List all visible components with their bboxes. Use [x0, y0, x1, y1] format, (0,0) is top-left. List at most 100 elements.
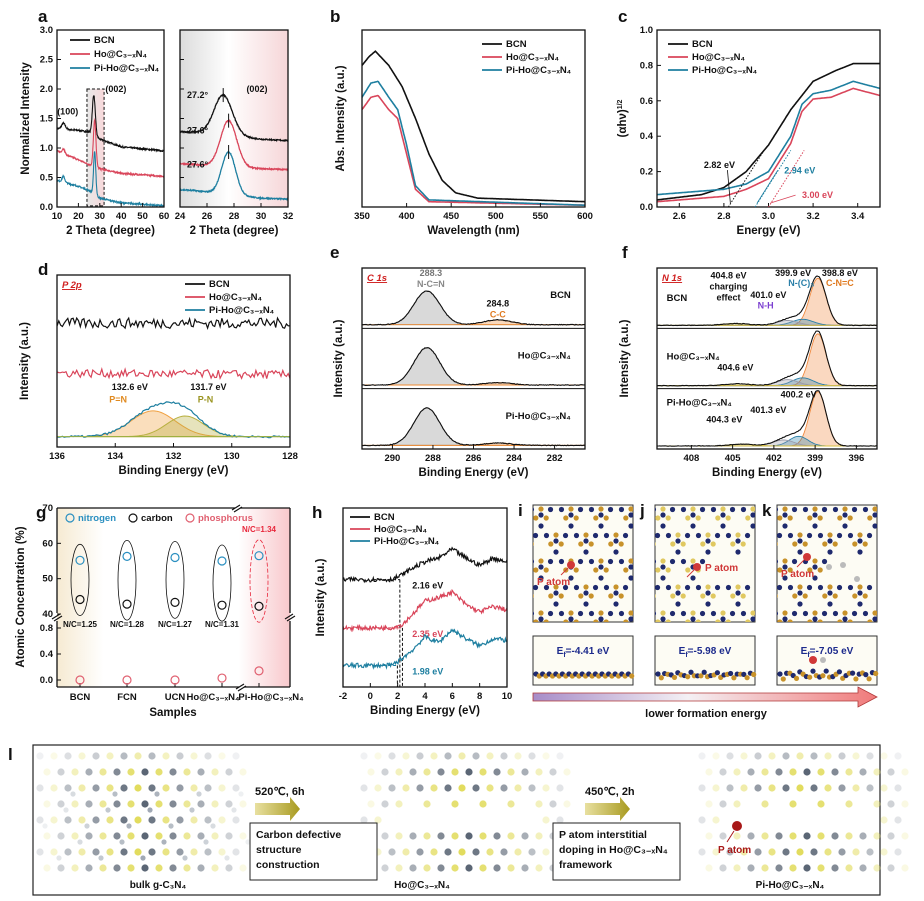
atom	[792, 593, 798, 599]
p-atom-arrow	[726, 830, 735, 843]
atom	[761, 768, 769, 776]
atom	[714, 670, 721, 676]
atom	[535, 864, 543, 872]
p-atom-label: P atom	[718, 845, 751, 856]
atom	[628, 575, 633, 581]
atom	[866, 584, 873, 591]
atom	[684, 584, 691, 591]
y-tick-label: 40	[42, 609, 53, 620]
atom	[866, 784, 874, 792]
atom	[218, 752, 226, 760]
annotation-label: 398.8 eV	[822, 268, 858, 278]
structure-sideview-i: Ef=-4.41 eV	[532, 635, 635, 686]
atom	[765, 532, 770, 537]
atom	[119, 839, 125, 845]
p-atom-label: P atom	[537, 577, 570, 588]
x-tick-label: 396	[848, 453, 864, 464]
legend-label: BCN	[209, 279, 230, 290]
atom	[690, 627, 695, 632]
x-tick-label: 500	[488, 211, 504, 222]
atom	[542, 752, 550, 760]
ratio-ellipse	[70, 543, 90, 616]
atom	[578, 541, 584, 547]
atom	[675, 532, 681, 538]
p-atom-label: P atom	[705, 563, 738, 574]
atom	[36, 752, 44, 760]
category-label: FCN	[117, 692, 137, 703]
atom	[437, 832, 445, 840]
atom	[168, 823, 174, 829]
atom	[514, 567, 519, 572]
atom	[733, 864, 741, 872]
nc-ratio-label: N/C=1.28	[110, 620, 145, 629]
atom	[680, 558, 687, 565]
atom	[832, 610, 839, 617]
panel-label-i: i	[518, 501, 523, 520]
formation-energy-ef_sub: f	[563, 652, 566, 659]
annotation-label: 27.6°	[187, 125, 209, 135]
annotation-label: C-N=C	[826, 278, 854, 288]
atom	[57, 800, 65, 808]
x-tick-label: 2	[395, 691, 400, 702]
atom	[912, 507, 917, 512]
atom	[169, 800, 177, 808]
formation-energy-ef_value: =-5.98 eV	[688, 646, 732, 657]
atom	[767, 601, 772, 606]
atom	[563, 619, 569, 622]
atom	[381, 768, 389, 776]
atom	[725, 584, 732, 591]
atom	[852, 541, 858, 547]
atom	[760, 593, 765, 598]
atom	[578, 593, 584, 599]
annotation-label: 404.3 eV	[706, 414, 742, 424]
atom	[857, 549, 863, 555]
atom	[573, 619, 579, 622]
atom	[705, 864, 713, 872]
atom	[817, 532, 824, 539]
atom	[660, 558, 666, 564]
nitrogen-point	[170, 552, 180, 563]
atom	[768, 752, 776, 760]
process-condition: 520℃, 6h	[255, 786, 305, 798]
formation-energy-ef_value: =-4.41 eV	[566, 646, 610, 657]
y-tick-label: 60	[42, 538, 53, 549]
atom	[777, 619, 783, 622]
spectrum-title: P 2p	[62, 280, 82, 291]
atom	[218, 848, 226, 856]
series-line	[361, 94, 585, 206]
atom	[92, 848, 100, 856]
atom	[598, 610, 604, 616]
atom	[859, 864, 867, 872]
atom	[767, 590, 772, 595]
y-axis-label: Normalized Intensity	[20, 62, 32, 175]
atom	[113, 800, 121, 808]
atom	[756, 515, 761, 520]
atom	[817, 800, 825, 808]
atom	[897, 515, 902, 520]
atom	[873, 768, 881, 776]
atom	[402, 752, 410, 760]
atom	[857, 584, 863, 590]
atom	[535, 832, 543, 840]
h-atom	[854, 576, 860, 582]
atom	[465, 864, 473, 872]
atom	[735, 590, 741, 596]
atom	[817, 832, 825, 840]
atom	[547, 610, 554, 617]
atom	[374, 752, 382, 760]
atom	[685, 674, 691, 680]
atom	[660, 564, 666, 570]
atom	[562, 584, 569, 591]
atom	[643, 584, 648, 589]
y-axis-label: Intensity (a.u.)	[315, 558, 327, 636]
atom	[507, 800, 515, 808]
atom	[777, 671, 783, 677]
atom	[523, 549, 528, 554]
structure-topview-j: P atom	[654, 504, 770, 632]
atom	[113, 768, 121, 776]
atom	[782, 564, 788, 570]
atom	[857, 538, 863, 544]
atom	[782, 616, 788, 622]
atom	[714, 532, 721, 539]
x-tick-label: 50	[137, 211, 148, 222]
